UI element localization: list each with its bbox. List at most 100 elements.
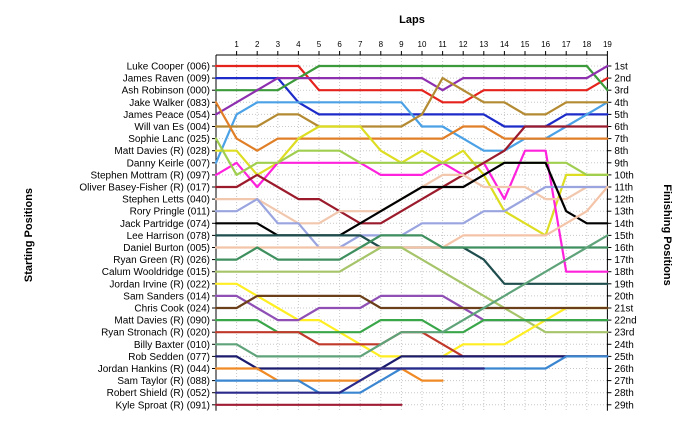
finishing-position-label: 17th xyxy=(614,255,633,266)
starting-position-label: Daniel Burton (005) xyxy=(123,243,210,254)
series-line xyxy=(214,367,485,394)
series-line xyxy=(214,64,609,92)
starting-position-label: Billy Baxter (010) xyxy=(134,340,210,351)
finishing-position-labels: 1st2nd3rd4th5th6th7th8th9th10th11th12th1… xyxy=(614,62,636,412)
finishing-position-label: 24th xyxy=(614,340,633,351)
starting-position-label: Lee Harrison (078) xyxy=(127,231,210,242)
starting-position-label: Robert Shield (R) (052) xyxy=(107,388,210,399)
starting-position-label: Matt Davies (R) (028) xyxy=(114,146,210,157)
series-line xyxy=(214,101,609,152)
lap-tick-label: 1 xyxy=(234,40,239,49)
starting-position-label: Rory Pringle (011) xyxy=(130,207,210,218)
starting-position-label: Sophie Lanc (025) xyxy=(128,134,210,145)
y-axis-title-left: Starting Positions xyxy=(23,188,35,282)
lap-tick-label: 2 xyxy=(255,40,260,49)
starting-position-label: Stephen Mottram (R) (097) xyxy=(91,170,211,181)
finishing-position-label: 19th xyxy=(614,279,633,290)
finishing-position-label: 13th xyxy=(614,207,633,218)
starting-position-label: Danny Keirle (007) xyxy=(127,158,210,169)
starting-position-label: Ash Robinson (000) xyxy=(122,86,210,97)
starting-position-label: Jake Walker (083) xyxy=(129,98,210,109)
lap-tick-label: 19 xyxy=(603,40,612,49)
lap-tick-label: 12 xyxy=(459,40,468,49)
lap-tick-label: 5 xyxy=(317,40,322,49)
lap-tick-label: 7 xyxy=(358,40,363,49)
lap-tick-label: 11 xyxy=(438,40,447,49)
lap-tick-label: 17 xyxy=(562,40,571,49)
finishing-position-label: 26th xyxy=(614,364,633,375)
starting-position-label: Jack Partridge (074) xyxy=(120,219,210,230)
finishing-position-label: 16th xyxy=(614,243,633,254)
series-line xyxy=(214,234,609,261)
starting-position-label: Kyle Sproat (R) (091) xyxy=(116,400,210,411)
lap-tick-label: 16 xyxy=(541,40,550,49)
lap-tick-labels: 1 2 3 4 5 6 7 8 9 10 11 12 13 14 15 16 17 18 19 xyxy=(234,40,612,49)
starting-position-label: James Peace (054) xyxy=(123,110,210,121)
lap-tick-label: 15 xyxy=(521,40,530,49)
finishing-position-label: 21st xyxy=(614,304,633,315)
finishing-position-label: 27th xyxy=(614,376,633,387)
finishing-position-label: 9th xyxy=(614,158,628,169)
series-line xyxy=(214,234,609,358)
finishing-position-label: 12th xyxy=(614,195,633,206)
starting-position-label: Rob Sedden (077) xyxy=(128,352,210,363)
starting-position-label: Stephen Letts (040) xyxy=(122,195,210,206)
lap-tick-label: 13 xyxy=(479,40,488,49)
finishing-position-label: 2nd xyxy=(614,74,631,85)
series-line xyxy=(214,367,444,382)
y-axis-title-right: Finishing Positions xyxy=(661,184,673,285)
starting-position-label: Matt Davies (R) (090) xyxy=(114,316,210,327)
finishing-position-label: 3rd xyxy=(614,86,628,97)
starting-position-label: James Raven (009) xyxy=(123,74,210,85)
starting-position-label: Sam Sanders (014) xyxy=(123,291,210,302)
lap-tick-label: 4 xyxy=(296,40,301,49)
finishing-position-label: 28th xyxy=(614,388,633,399)
lap-tick-label: 18 xyxy=(582,40,591,49)
finishing-position-label: 5th xyxy=(614,110,628,121)
finishing-position-label: 7th xyxy=(614,134,628,145)
starting-position-label: Sam Taylor (R) (088) xyxy=(117,376,210,387)
finishing-position-label: 15th xyxy=(614,231,633,242)
finishing-position-label: 23rd xyxy=(614,328,634,339)
series-line xyxy=(214,355,609,370)
finishing-position-label: 22nd xyxy=(614,316,636,327)
lap-tick-label: 3 xyxy=(276,40,281,49)
lap-tick-label: 10 xyxy=(418,40,427,49)
finishing-position-label: 29th xyxy=(614,400,633,411)
finishing-position-label: 6th xyxy=(614,122,628,133)
finishing-position-label: 10th xyxy=(614,170,633,181)
series-line xyxy=(214,319,609,334)
finishing-position-label: 20th xyxy=(614,291,633,302)
starting-position-label: Ryan Stronach (R) (020) xyxy=(101,328,210,339)
series-line xyxy=(214,64,609,104)
starting-position-label: Will van Es (004) xyxy=(134,122,210,133)
starting-position-labels: Luke Cooper (006)James Raven (009)Ash Ro… xyxy=(79,62,210,412)
series-line xyxy=(214,76,609,128)
lap-tick-label: 8 xyxy=(379,40,384,49)
starting-position-label: Jordan Hankins (R) (044) xyxy=(98,364,210,375)
series-lines xyxy=(214,64,609,406)
finishing-position-label: 25th xyxy=(614,352,633,363)
starting-position-label: Jordan Irvine (R) (022) xyxy=(109,279,210,290)
series-line xyxy=(214,246,609,334)
series-line xyxy=(214,125,609,225)
series-line xyxy=(214,149,609,273)
starting-position-label: Chris Cook (024) xyxy=(134,304,210,315)
starting-position-label: Luke Cooper (006) xyxy=(127,62,210,73)
finishing-position-label: 18th xyxy=(614,267,633,278)
finishing-position-label: 14th xyxy=(614,219,633,230)
series-line xyxy=(214,294,609,310)
starting-position-label: Ryan Green (R) (026) xyxy=(113,255,210,266)
finishing-position-label: 8th xyxy=(614,146,628,157)
x-axis-title: Laps xyxy=(399,14,425,26)
series-line xyxy=(214,185,609,249)
lap-tick-label: 14 xyxy=(500,40,509,49)
finishing-position-label: 1st xyxy=(614,62,628,73)
finishing-position-label: 4th xyxy=(614,98,628,109)
finishing-position-label: 11th xyxy=(614,183,633,194)
series-line xyxy=(214,125,609,237)
lap-tick-label: 9 xyxy=(399,40,404,49)
series-line xyxy=(214,64,609,116)
lap-tick-label: 6 xyxy=(337,40,342,49)
